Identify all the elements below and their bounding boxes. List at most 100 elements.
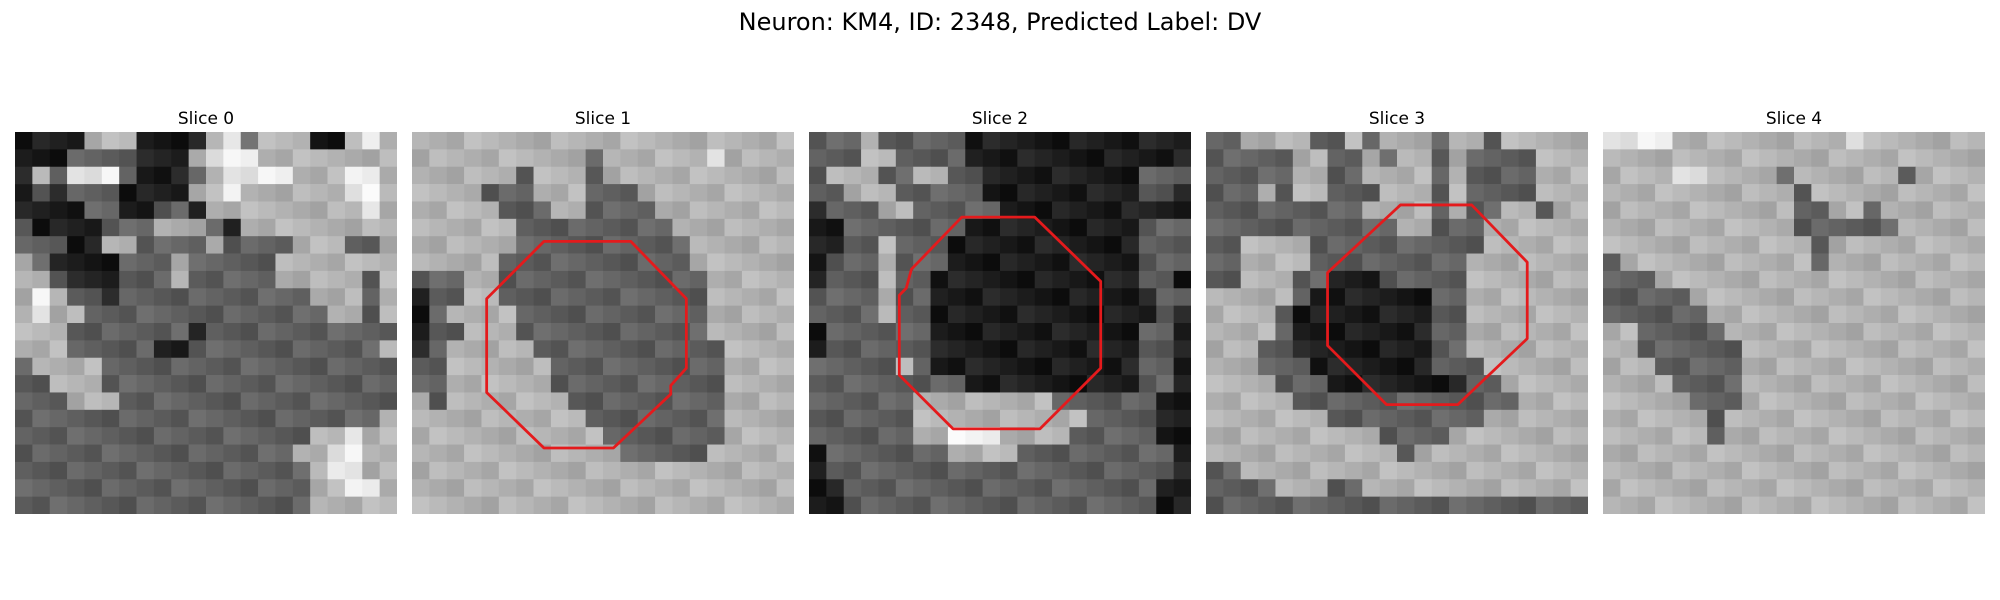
pixel [379,392,397,411]
pixel [878,375,897,393]
pixel [412,323,430,341]
pixel [741,218,760,237]
pixel [1759,149,1777,168]
pixel [171,132,189,150]
pixel [1915,496,1934,514]
pixel [1689,444,1708,463]
pixel [1310,444,1328,463]
pixel [429,149,448,168]
pixel [826,392,845,411]
pixel [1724,305,1743,324]
pixel [310,479,328,497]
pixel [275,392,294,411]
pixel [776,288,794,306]
pixel [240,427,259,445]
pixel [637,218,656,237]
pixel [1397,218,1415,237]
pixel [1501,184,1519,202]
pixel [15,305,33,324]
pixel [1967,323,1985,341]
pixel [67,132,85,150]
pixel [206,340,224,359]
pixel [171,479,189,497]
pixel [1707,218,1725,237]
pixel [379,253,397,272]
pixel [206,409,224,428]
pixel [637,323,656,341]
pixel [1620,270,1639,289]
pixel [689,479,708,497]
pixel [1570,357,1588,376]
pixel [1811,375,1830,393]
pixel [481,340,500,359]
pixel [446,270,465,289]
pixel [895,375,914,393]
pixel [1759,444,1777,463]
pixel [1828,218,1847,237]
pixel [843,392,862,411]
pixel [1017,305,1036,324]
pixel [188,340,207,359]
pixel [1086,236,1105,254]
pixel [429,479,448,497]
pixel [1932,444,1951,463]
pixel [1535,270,1554,289]
pixel [1570,305,1588,324]
pixel [258,340,276,359]
pixel [620,461,639,480]
pixel [275,236,294,254]
pixel [1223,461,1242,480]
pixel [1759,340,1777,359]
pixel [1069,166,1088,185]
pixel [464,149,482,168]
pixel [878,253,897,272]
pixel [1156,270,1174,289]
pixel [689,132,708,150]
pixel [1156,496,1174,514]
pixel [1915,288,1934,306]
pixel [1637,270,1656,289]
pixel [344,375,363,393]
pixel [258,149,276,168]
pixel [49,166,68,185]
pixel [1535,149,1554,168]
pixel [826,270,845,289]
pixel [67,305,85,324]
pixel [1086,461,1105,480]
pixel [275,132,294,150]
pixel [533,149,552,168]
pixel [1553,288,1571,306]
pixel [362,444,380,463]
pixel [1570,288,1588,306]
pixel [1846,427,1864,445]
pixel [464,323,482,341]
pixel [67,184,85,202]
pixel [1570,218,1588,237]
pixel [1086,409,1105,428]
pixel [1310,201,1328,220]
pixel [379,218,397,237]
pixel [1637,357,1656,376]
pixel [1466,132,1485,150]
pixel [1794,340,1812,359]
pixel [1898,236,1916,254]
pixel [895,184,914,202]
pixel [1967,132,1985,150]
pixel [1724,427,1743,445]
pixel [136,409,155,428]
pixel [1466,409,1485,428]
pixel [344,132,363,150]
pixel [1950,270,1968,289]
pixel [930,218,949,237]
pixel [153,392,172,411]
pixel [344,444,363,463]
pixel [1449,288,1467,306]
pixel [1932,340,1951,359]
pixel [947,323,966,341]
pixel [1379,323,1398,341]
pixel [362,218,380,237]
pixel [1034,253,1053,272]
pixel [1362,236,1380,254]
pixel [1603,149,1621,168]
pixel [1724,357,1743,376]
